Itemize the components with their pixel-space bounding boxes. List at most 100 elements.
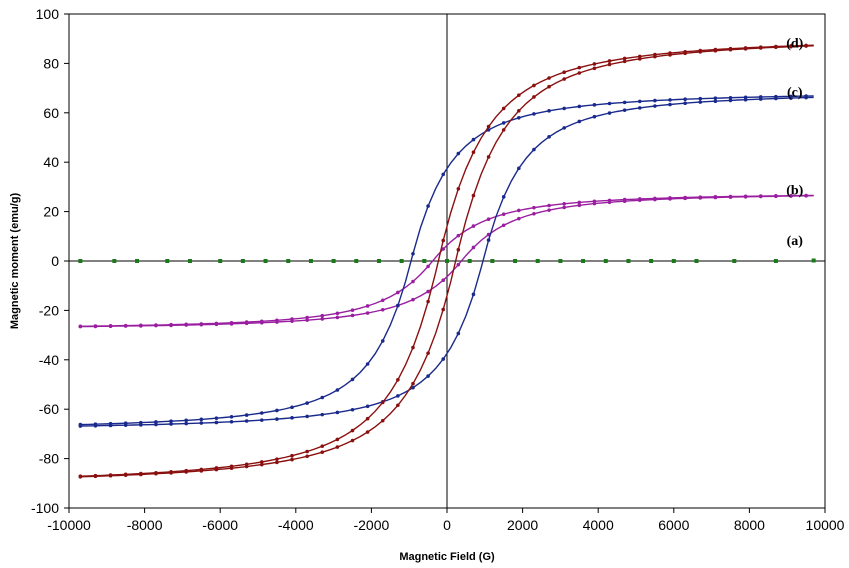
data-point: [713, 47, 718, 52]
data-point: [290, 317, 294, 321]
data-point: [426, 204, 430, 208]
x-tick-label: -8000: [127, 517, 163, 533]
data-point: [683, 195, 687, 200]
data-point: [517, 93, 521, 98]
data-point: [532, 83, 536, 88]
data-point: [93, 473, 98, 478]
data-point: [320, 395, 325, 400]
series-label: (b): [786, 183, 803, 198]
data-point: [229, 414, 234, 419]
data-point: [229, 464, 234, 469]
data-point: [165, 259, 170, 263]
data-point: [259, 418, 264, 422]
series-label: (a): [787, 234, 804, 249]
data-point: [577, 104, 582, 109]
data-point: [471, 150, 476, 155]
data-point: [804, 193, 808, 198]
data-point: [139, 420, 143, 425]
x-tick-label: 4000: [583, 517, 614, 533]
data-point: [441, 357, 446, 361]
data-point: [305, 449, 309, 454]
data-point: [396, 290, 400, 295]
x-tick-label: -2000: [353, 517, 389, 533]
data-point: [108, 473, 113, 477]
data-point: [547, 109, 551, 113]
data-point: [199, 421, 204, 425]
data-point: [532, 95, 536, 99]
data-point: [365, 362, 370, 366]
data-point: [123, 323, 128, 328]
data-point: [501, 106, 506, 111]
data-point: [320, 317, 325, 321]
data-point: [774, 94, 778, 99]
data-point: [78, 474, 83, 479]
data-point: [562, 205, 566, 210]
data-point: [441, 247, 446, 251]
data-point: [139, 471, 143, 476]
data-point: [698, 96, 703, 101]
data-point: [108, 324, 113, 328]
x-tick-label: -4000: [278, 517, 314, 533]
data-point: [426, 374, 430, 378]
data-point: [577, 71, 582, 75]
data-point: [199, 417, 204, 422]
data-point: [214, 420, 219, 425]
data-point: [305, 318, 309, 322]
data-point: [456, 247, 461, 252]
data-point: [396, 403, 400, 408]
x-tick-label: 0: [443, 517, 451, 533]
data-point: [501, 128, 506, 132]
data-point: [501, 212, 506, 217]
data-point: [365, 404, 370, 409]
data-point: [78, 259, 83, 263]
data-point: [577, 203, 582, 208]
data-point: [532, 112, 536, 116]
data-point: [396, 394, 400, 398]
data-point: [513, 259, 518, 263]
data-point: [592, 114, 597, 119]
data-point: [290, 453, 294, 458]
data-point: [376, 259, 381, 263]
data-point: [335, 437, 340, 442]
data-point: [471, 292, 476, 297]
data-point: [240, 259, 245, 263]
data-point: [653, 98, 657, 103]
data-point: [517, 108, 521, 113]
data-point: [490, 259, 495, 263]
data-point: [486, 238, 491, 242]
data-point: [592, 103, 597, 107]
data-point: [154, 323, 158, 327]
data-point: [380, 418, 385, 423]
data-point: [758, 95, 763, 99]
data-point: [426, 289, 430, 294]
data-point: [411, 381, 415, 386]
y-tick-label: 20: [43, 204, 59, 220]
data-point: [603, 259, 608, 263]
data-point: [683, 49, 687, 54]
data-point: [743, 95, 748, 100]
data-point: [547, 76, 551, 80]
data-point: [335, 445, 340, 449]
data-point: [445, 259, 449, 263]
data-point: [653, 196, 657, 201]
data-point: [713, 96, 718, 100]
data-point: [350, 407, 355, 412]
series-3: [78, 43, 814, 479]
data-point: [804, 43, 808, 48]
data-point: [517, 208, 521, 213]
data-point: [78, 422, 83, 427]
y-tick-label: -20: [39, 302, 59, 318]
data-point: [320, 313, 325, 318]
data-point: [649, 259, 654, 263]
data-point: [139, 323, 143, 328]
data-point: [396, 377, 400, 382]
data-point: [365, 416, 370, 421]
data-point: [547, 203, 551, 208]
data-point: [411, 251, 415, 256]
data-point: [259, 460, 264, 464]
data-point: [607, 62, 612, 67]
x-tick-label: 10000: [806, 517, 845, 533]
y-axis-ticks: 100 80 60 40 20 0 -20 -40 -60 -80 -100: [31, 6, 69, 516]
data-point: [426, 264, 430, 269]
